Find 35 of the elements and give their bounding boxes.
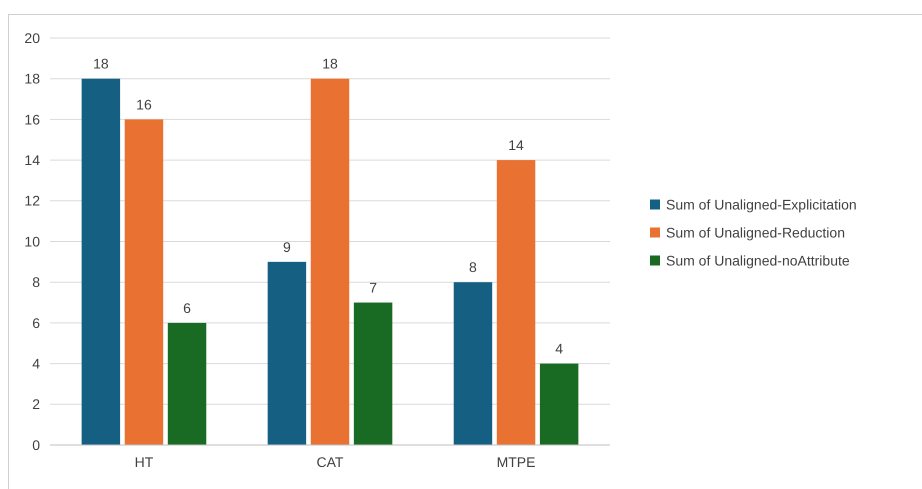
x-tick-label: CAT <box>316 454 344 470</box>
x-tick-label: HT <box>134 454 154 470</box>
data-label: 6 <box>183 300 192 316</box>
bar <box>540 364 578 445</box>
y-tick-label: 14 <box>24 152 40 168</box>
data-label: 16 <box>136 96 152 112</box>
data-label: 9 <box>283 238 292 255</box>
y-tick-label: 2 <box>32 396 40 412</box>
bar <box>268 262 306 445</box>
bar <box>124 119 164 445</box>
bar <box>168 322 206 445</box>
y-tick-label: 4 <box>32 356 40 372</box>
data-label: 8 <box>469 259 478 276</box>
legend-label: Sum of Unaligned-Explicitation <box>666 196 857 212</box>
data-label: 14 <box>508 137 524 154</box>
y-tick-label: 6 <box>32 314 40 331</box>
y-tick-label: 20 <box>24 30 40 46</box>
data-label: 18 <box>322 56 338 72</box>
y-tick-label: 10 <box>24 233 40 250</box>
legend-label: Sum of Unaligned-Reduction <box>666 224 845 240</box>
bar <box>354 302 392 445</box>
x-tick-label: MTPE <box>496 454 536 470</box>
bar <box>454 282 492 445</box>
data-label: 7 <box>369 280 378 296</box>
bar <box>496 160 536 445</box>
data-label: 4 <box>555 340 564 357</box>
y-tick-label: 16 <box>24 111 40 128</box>
y-tick-label: 18 <box>24 70 40 87</box>
y-tick-label: 12 <box>24 192 40 209</box>
y-tick-label: 0 <box>32 436 40 453</box>
data-label: 18 <box>93 56 109 72</box>
bar <box>310 78 350 445</box>
y-tick-label: 8 <box>32 274 40 290</box>
bar <box>82 78 120 445</box>
legend-label: Sum of Unaligned-noAttribute <box>666 252 850 268</box>
